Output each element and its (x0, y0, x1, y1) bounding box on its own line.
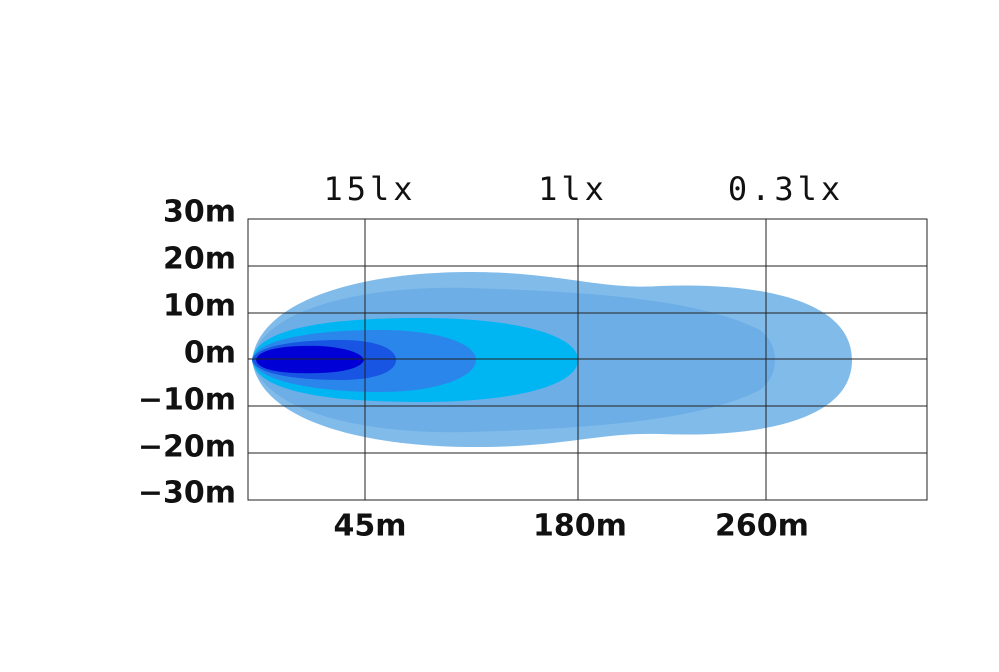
zone-label: 15lx (323, 170, 416, 208)
x-label: 45m (333, 509, 406, 544)
y-label: −20m (138, 430, 236, 465)
zone-labels: 15lx 1lx 0.3lx (323, 170, 844, 208)
zone-label: 1lx (538, 170, 608, 208)
grid (247, 218, 928, 501)
zone-core (256, 345, 364, 374)
y-label: 30m (163, 195, 236, 230)
beam-pattern (252, 272, 852, 448)
x-label: 180m (533, 509, 627, 544)
y-label: −10m (138, 383, 236, 418)
y-label: 20m (163, 242, 236, 277)
zone-label: 0.3lx (728, 170, 844, 208)
y-label: −30m (138, 476, 236, 511)
x-axis: 45m 180m 260m (333, 509, 808, 544)
x-label: 260m (715, 509, 809, 544)
y-label: 10m (163, 289, 236, 324)
y-label: 0m (184, 336, 236, 371)
y-axis: 30m 20m 10m 0m −10m −20m −30m (138, 195, 236, 511)
